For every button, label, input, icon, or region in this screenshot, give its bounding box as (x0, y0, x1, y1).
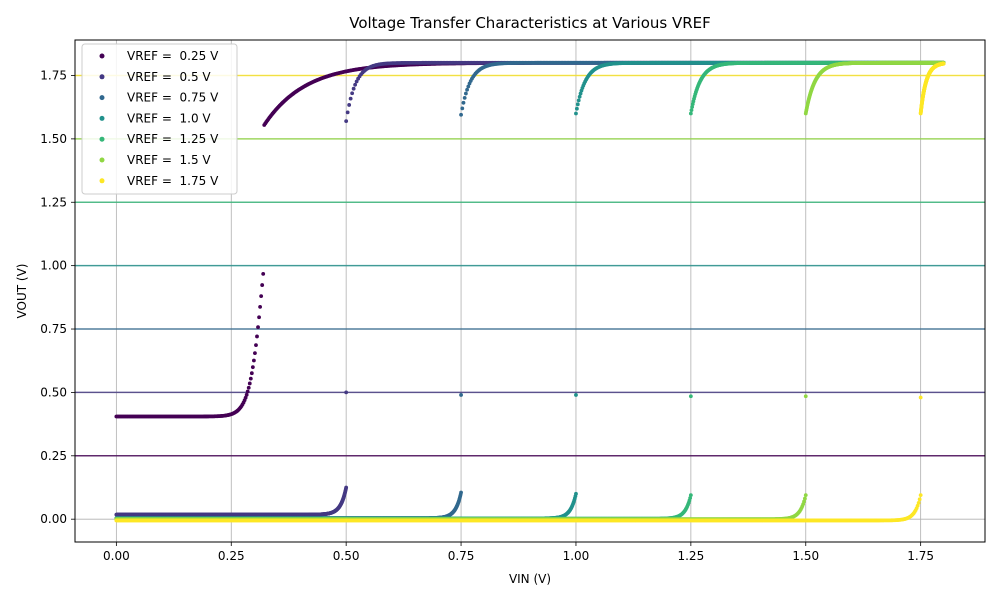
data-point (252, 358, 256, 363)
data-point (462, 95, 467, 100)
chart-title: Voltage Transfer Characteristics at Vari… (349, 14, 711, 32)
data-point (256, 325, 260, 330)
data-point (344, 485, 349, 490)
data-point (465, 87, 469, 92)
data-point (348, 96, 353, 101)
data-point (350, 91, 355, 96)
data-point (574, 106, 579, 111)
data-point (244, 392, 249, 397)
data-point (344, 119, 349, 124)
data-point (463, 91, 468, 96)
data-point (345, 110, 350, 115)
data-point (574, 111, 578, 116)
data-point (576, 98, 581, 103)
data-point (247, 381, 252, 386)
data-point (344, 390, 349, 395)
data-point (575, 102, 580, 107)
data-point (257, 315, 261, 320)
data-point (459, 112, 463, 117)
data-point (243, 395, 248, 400)
data-point (459, 393, 463, 397)
data-point (347, 103, 352, 107)
data-point (246, 385, 251, 390)
data-point (461, 100, 466, 105)
data-point (249, 371, 254, 376)
data-point (258, 305, 262, 309)
data-point (260, 283, 265, 287)
data-point (261, 271, 266, 276)
data-point (351, 86, 356, 91)
data-point (253, 351, 257, 356)
data-point (353, 82, 358, 87)
data-point (254, 343, 258, 348)
data-points (114, 60, 946, 523)
data-point (248, 376, 253, 381)
data-point (245, 389, 250, 394)
data-point (255, 334, 259, 339)
data-point (574, 491, 578, 496)
data-point (250, 365, 255, 370)
data-point (577, 94, 582, 99)
data-point (574, 393, 578, 397)
data-point (259, 294, 264, 299)
data-point (459, 490, 463, 495)
data-point (460, 106, 465, 111)
